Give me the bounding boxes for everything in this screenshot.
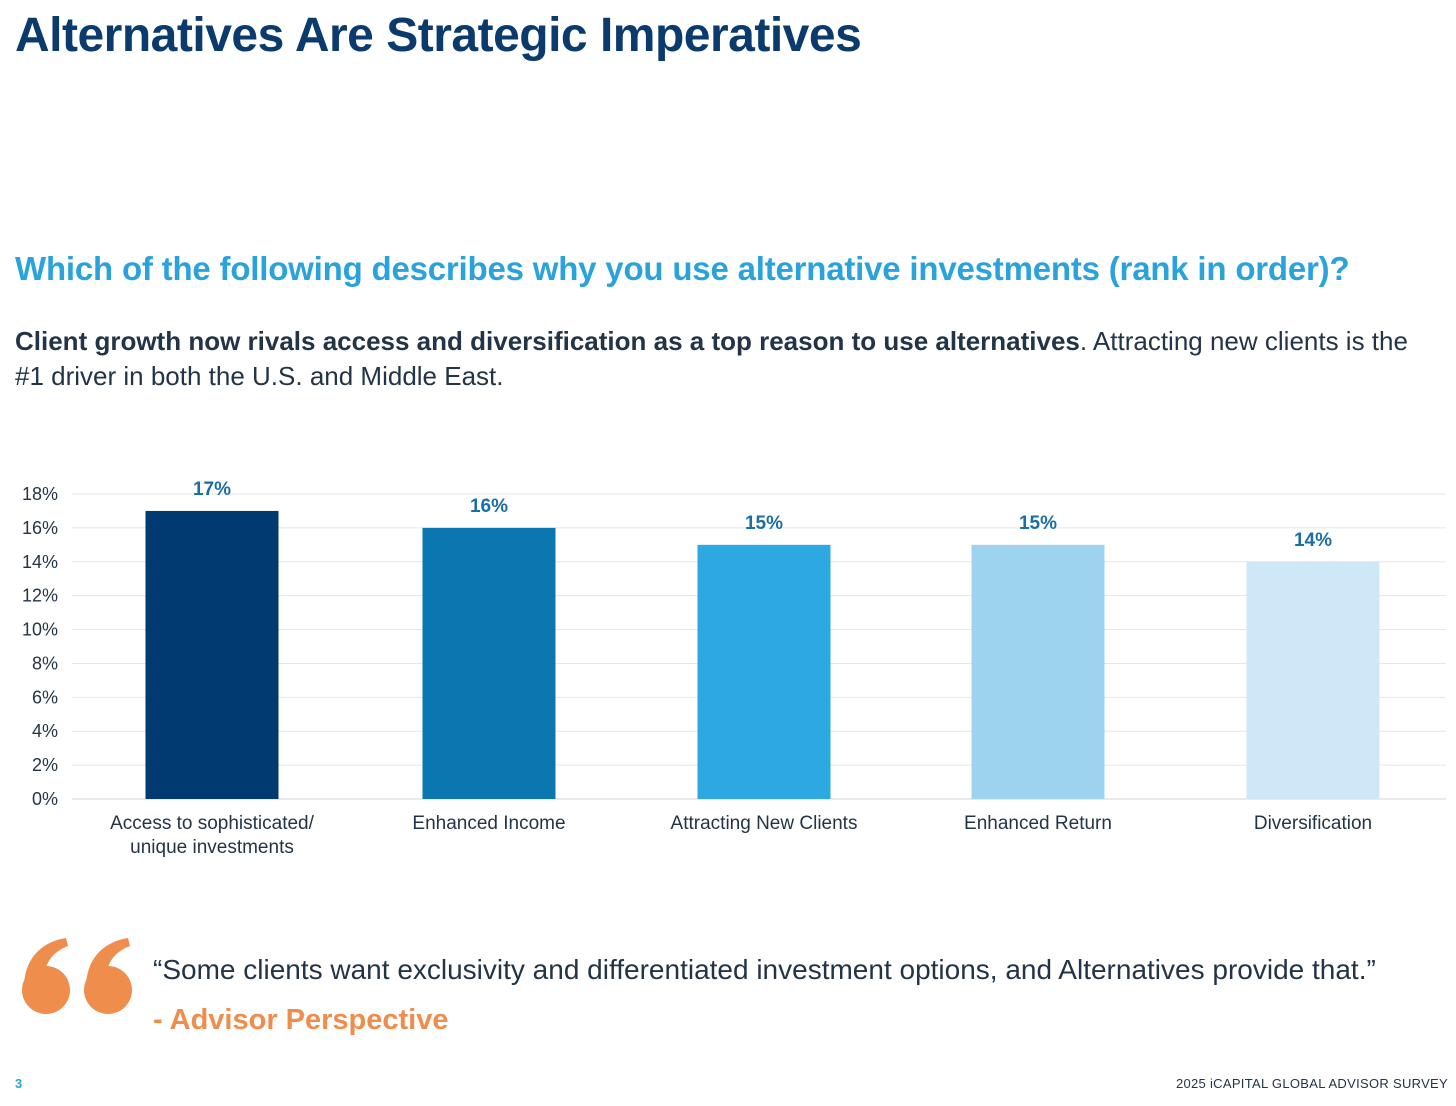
y-tick-label: 18%	[22, 484, 58, 504]
summary-rest: . Attracting new clients is the #1 drive…	[15, 326, 1408, 391]
category-label: Access to sophisticated/	[110, 813, 315, 834]
y-tick-label: 14%	[22, 552, 58, 572]
y-tick-label: 4%	[32, 721, 58, 741]
category-label: Attracting New Clients	[671, 813, 858, 834]
bar	[971, 544, 1105, 799]
survey-question: Which of the following describes why you…	[15, 250, 1350, 287]
y-tick-label: 2%	[32, 755, 58, 775]
y-tick-label: 0%	[32, 789, 58, 809]
data-label: 15%	[745, 513, 783, 534]
y-tick-label: 12%	[22, 586, 58, 606]
bar	[697, 544, 831, 799]
y-tick-label: 6%	[32, 687, 58, 707]
data-label: 16%	[470, 496, 508, 517]
data-label: 17%	[193, 479, 231, 500]
quote-text: “Some clients want exclusivity and diffe…	[153, 954, 1376, 985]
bar	[422, 527, 556, 799]
quote-mark-icon	[22, 938, 132, 1014]
bar-chart: 0% 2% 4% 6% 8% 10% 12% 14% 16% 18% 17% Access to so…	[22, 479, 1446, 858]
category-label: Enhanced Return	[964, 813, 1112, 834]
page-number: 3	[15, 1076, 23, 1091]
page-title: Alternatives Are Strategic Imperatives	[15, 9, 862, 62]
bar	[145, 510, 279, 799]
y-tick-label: 10%	[22, 620, 58, 640]
category-label: unique investments	[130, 837, 294, 858]
summary-bold: Client growth now rivals access and dive…	[15, 326, 1080, 356]
category-label: Enhanced Income	[412, 813, 565, 834]
summary-text: Client growth now rivals access and dive…	[15, 324, 1440, 394]
quote-attribution: - Advisor Perspective	[153, 1004, 449, 1036]
survey-name: 2025 iCAPITAL GLOBAL ADVISOR SURVEY	[1175, 1076, 1448, 1091]
data-label: 14%	[1294, 530, 1332, 551]
bar	[1246, 561, 1380, 799]
category-label: Diversification	[1254, 813, 1372, 834]
y-tick-label: 16%	[22, 518, 58, 538]
data-label: 15%	[1019, 513, 1057, 534]
y-tick-label: 8%	[32, 653, 58, 673]
